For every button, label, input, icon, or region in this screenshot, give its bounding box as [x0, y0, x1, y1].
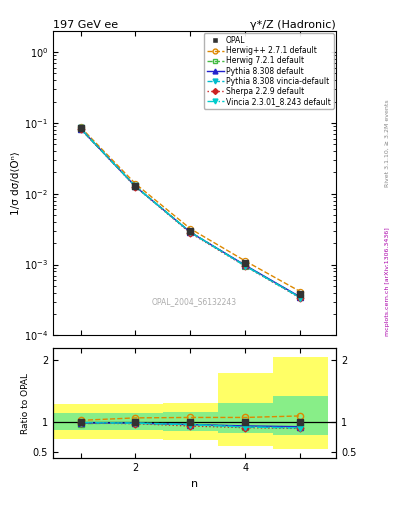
Text: OPAL_2004_S6132243: OPAL_2004_S6132243: [152, 297, 237, 306]
Y-axis label: Ratio to OPAL: Ratio to OPAL: [21, 373, 30, 434]
Text: Rivet 3.1.10, ≥ 3.2M events: Rivet 3.1.10, ≥ 3.2M events: [385, 99, 390, 187]
Y-axis label: 1/σ dσ/d⟨Oⁿ⟩: 1/σ dσ/d⟨Oⁿ⟩: [11, 151, 21, 215]
Legend: OPAL, Herwig++ 2.7.1 default, Herwig 7.2.1 default, Pythia 8.308 default, Pythia: OPAL, Herwig++ 2.7.1 default, Herwig 7.2…: [204, 33, 334, 109]
Text: 197 GeV ee: 197 GeV ee: [53, 20, 118, 30]
Text: mcplots.cern.ch [arXiv:1306.3436]: mcplots.cern.ch [arXiv:1306.3436]: [385, 227, 390, 336]
Text: γ*/Z (Hadronic): γ*/Z (Hadronic): [250, 20, 336, 30]
X-axis label: n: n: [191, 479, 198, 488]
